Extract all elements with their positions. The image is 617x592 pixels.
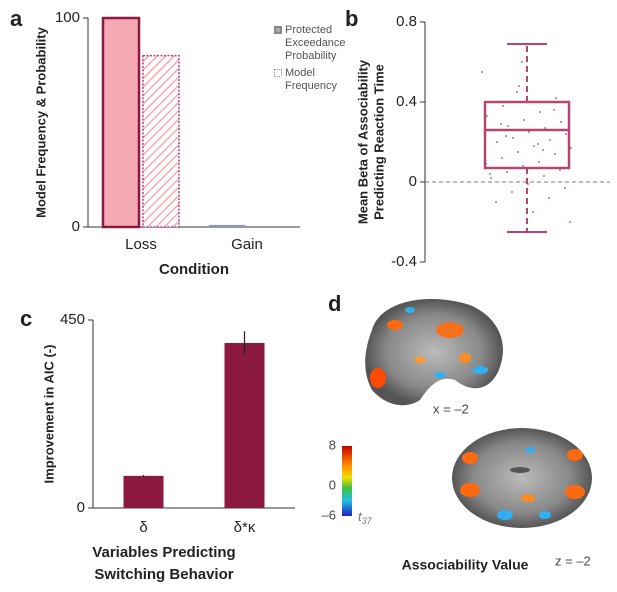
- data-point: [505, 170, 509, 174]
- y-tick-label: 0: [72, 218, 80, 235]
- data-point: [489, 176, 493, 180]
- colorbar: [342, 446, 352, 516]
- data-point: [531, 210, 535, 214]
- data-point: [552, 108, 556, 112]
- data-point: [516, 150, 520, 154]
- data-point: [506, 124, 510, 128]
- x-tick-label: Gain: [231, 236, 263, 253]
- data-point: [515, 90, 519, 94]
- data-point: [563, 186, 567, 190]
- data-point: [521, 164, 525, 168]
- y-tick-label: 450: [60, 311, 85, 328]
- y-axis-label: Predicting Reaction Time: [371, 64, 386, 220]
- data-point: [558, 168, 562, 172]
- y-tick-label: -0.4: [391, 253, 417, 270]
- legend: Protected Exceedance Probability Model Fr…: [274, 24, 356, 97]
- bar: [142, 54, 180, 228]
- data-point: [494, 200, 498, 204]
- data-point: [532, 144, 536, 148]
- colorbar-tick-label: 0: [329, 477, 336, 492]
- y-axis-label: Model Frequency & Probability: [33, 26, 48, 217]
- panel-label: a: [10, 6, 23, 31]
- data-point: [517, 84, 521, 88]
- data-point: [536, 142, 540, 146]
- box: [483, 100, 571, 170]
- data-point: [541, 148, 545, 152]
- x-tick-label: δ: [139, 519, 147, 536]
- data-point: [527, 130, 531, 134]
- stat-symbol: t: [358, 509, 363, 524]
- y-tick-label: 100: [55, 9, 80, 26]
- data-point: [554, 96, 558, 100]
- panel-label: b: [345, 6, 358, 31]
- y-tick-label: 0.4: [396, 93, 417, 110]
- stat-label: t37: [358, 509, 373, 526]
- data-point: [499, 122, 503, 126]
- y-tick-label: 0: [77, 499, 85, 516]
- legend-swatch: [274, 26, 282, 34]
- y-tick-label: 0: [409, 173, 417, 190]
- data-point: [495, 140, 499, 144]
- data-point: [485, 114, 489, 118]
- legend-label: Model Frequency: [285, 67, 337, 92]
- x-axis-label: Condition: [159, 261, 229, 278]
- data-point: [500, 156, 504, 160]
- x-tick-label: Loss: [125, 236, 157, 253]
- data-point: [547, 196, 551, 200]
- bar: [101, 16, 141, 229]
- data-point: [538, 110, 542, 114]
- stat-df: 37: [362, 516, 373, 526]
- bar: [123, 475, 164, 508]
- data-point: [543, 126, 547, 130]
- data-point: [522, 118, 526, 122]
- data-point: [510, 190, 514, 194]
- brain-axial: [452, 428, 592, 528]
- data-point: [548, 138, 552, 142]
- bar: [224, 342, 265, 508]
- x-axis-label: Variables Predicting: [92, 544, 235, 561]
- y-axis-label: Mean Beta of Associability: [355, 59, 370, 224]
- data-point: [537, 160, 541, 164]
- data-point: [488, 172, 492, 176]
- bar: [209, 224, 245, 227]
- data-point: [568, 220, 572, 224]
- data-point: [504, 134, 508, 138]
- data-point: [480, 70, 484, 74]
- legend-item: Protected Exceedance Probability: [274, 24, 356, 63]
- x-axis-label: Switching Behavior: [94, 566, 233, 583]
- data-point: [511, 136, 515, 140]
- data-point: [564, 132, 568, 136]
- x-tick-label: δ*κ: [234, 519, 256, 536]
- data-point: [559, 120, 563, 124]
- brain-sagittal: [365, 298, 503, 406]
- data-point: [520, 60, 524, 64]
- legend-label: Protected Exceedance Probability: [285, 24, 346, 62]
- panel-label: d: [328, 291, 341, 316]
- colorbar-tick-label: 8: [329, 437, 336, 452]
- colorbar-tick-label: –6: [322, 507, 336, 522]
- panel-label: c: [20, 306, 32, 331]
- slice-label: x = –2: [433, 401, 469, 416]
- data-point: [542, 174, 546, 178]
- slice-label: z = –2: [555, 553, 591, 568]
- data-point: [569, 146, 573, 150]
- data-point: [501, 104, 505, 108]
- legend-swatch: [274, 69, 282, 77]
- legend-item: Model Frequency: [274, 67, 356, 93]
- y-axis-label: Improvement in AIC (-): [41, 345, 56, 484]
- y-tick-label: 0.8: [396, 13, 417, 30]
- panel-title: Associability Value: [402, 557, 529, 573]
- data-point: [553, 152, 557, 156]
